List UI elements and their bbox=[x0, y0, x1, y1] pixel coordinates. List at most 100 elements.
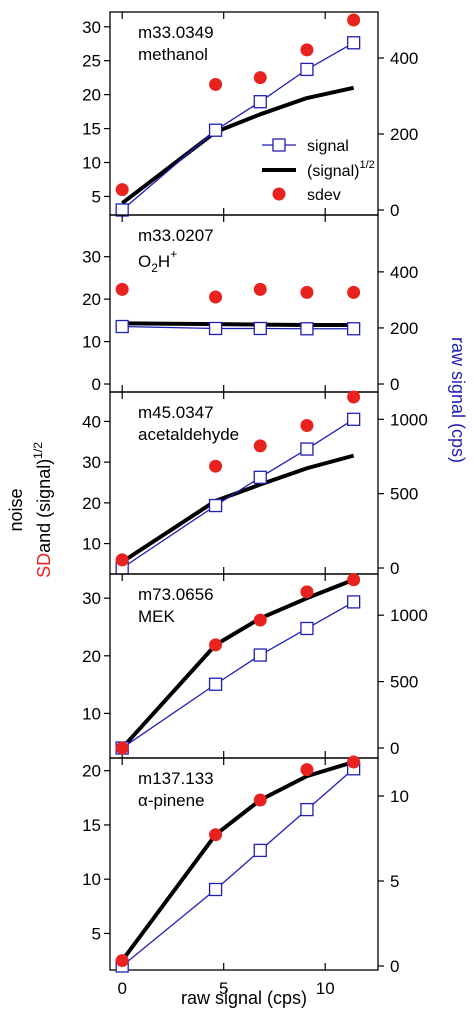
sdev-point bbox=[209, 459, 223, 473]
left-tick-label: 25 bbox=[82, 52, 101, 71]
left-tick-label: 15 bbox=[82, 120, 101, 139]
left-tick-label: 10 bbox=[82, 333, 101, 352]
panel-4: 10 20 30 0 500 1000 m73.0656 MEK bbox=[82, 573, 428, 759]
legend-signal-label: signal bbox=[307, 138, 349, 155]
signal-marker bbox=[346, 322, 361, 336]
left-tick-label: 40 bbox=[82, 412, 101, 431]
panel-compound-id: m45.0347 bbox=[138, 403, 214, 422]
right-tick-label: 500 bbox=[390, 673, 418, 692]
left-axis-label-sd-red: SD bbox=[34, 553, 54, 578]
signal-marker bbox=[300, 802, 314, 817]
formula-part: H bbox=[158, 252, 170, 271]
signal-marker bbox=[208, 321, 223, 336]
left-axis-label-noise: noise bbox=[6, 488, 26, 531]
series-sqrt-line bbox=[122, 321, 354, 328]
signal-marker bbox=[253, 470, 267, 484]
signal-marker bbox=[208, 123, 223, 137]
sdev-point bbox=[115, 282, 129, 296]
sdev-point bbox=[300, 285, 314, 299]
signal-marker bbox=[346, 412, 361, 426]
signal-marker bbox=[208, 677, 223, 691]
formula-part: O bbox=[138, 252, 151, 271]
panel-compound-name: MEK bbox=[138, 607, 176, 626]
sdev-point bbox=[115, 954, 129, 968]
series-sqrt-line bbox=[121, 453, 355, 564]
signal-marker bbox=[300, 62, 314, 77]
left-tick-label: 10 bbox=[82, 535, 101, 554]
right-tick-label: 0 bbox=[390, 957, 399, 976]
sdev-point bbox=[347, 390, 361, 404]
left-tick-label: 20 bbox=[82, 290, 101, 309]
signal-marker bbox=[253, 321, 267, 336]
left-tick-label: 20 bbox=[82, 762, 101, 781]
sdev-point bbox=[347, 13, 361, 27]
panel-compound-name: O2H+ bbox=[138, 247, 177, 275]
left-tick-label: 30 bbox=[82, 18, 101, 37]
legend-sdev-label: sdev bbox=[307, 187, 341, 204]
left-tick-label: 10 bbox=[82, 154, 101, 173]
right-tick-label: 1000 bbox=[390, 410, 428, 429]
panel-compound-id: m137.133 bbox=[138, 769, 214, 788]
legend-signal-marker bbox=[272, 138, 286, 152]
series-sqrt-line bbox=[120, 577, 355, 750]
left-axis-label-sd-sup: 1/2 bbox=[31, 442, 45, 459]
sdev-point bbox=[300, 43, 314, 57]
legend-sqrt-sup: 1/2 bbox=[359, 159, 374, 171]
panel-compound-name: α-pinene bbox=[138, 791, 205, 810]
left-tick-label: 5 bbox=[92, 924, 101, 943]
sdev-point bbox=[115, 741, 129, 755]
signal-marker bbox=[300, 442, 314, 456]
panel-2: 0 10 20 30 0 200 400 m33.0207 O2H+ bbox=[82, 214, 418, 394]
left-tick-label: 20 bbox=[82, 86, 101, 105]
left-tick-label: 20 bbox=[82, 647, 101, 666]
sdev-point bbox=[209, 638, 223, 652]
sdev-point bbox=[209, 828, 223, 842]
signal-marker bbox=[115, 203, 129, 217]
sdev-point bbox=[209, 290, 223, 304]
sdev-point bbox=[300, 585, 314, 599]
panel-compound-name: methanol bbox=[138, 45, 208, 64]
sdev-point bbox=[115, 553, 129, 567]
signal-marker bbox=[253, 95, 267, 109]
left-tick-label: 30 bbox=[82, 453, 101, 472]
panel-compound-id: m73.0656 bbox=[138, 585, 214, 604]
signal-marker bbox=[253, 648, 267, 662]
sdev-point bbox=[253, 613, 267, 627]
right-tick-label: 0 bbox=[390, 375, 399, 394]
signal-marker bbox=[346, 36, 361, 50]
panel-5: 5 10 15 20 0 5 10 m137.133 α-pinene 0 5 10 bbox=[82, 755, 409, 998]
right-tick-label: 200 bbox=[390, 319, 418, 338]
left-tick-label: 10 bbox=[82, 704, 101, 723]
right-tick-label: 5 bbox=[390, 872, 399, 891]
formula-sub: 2 bbox=[151, 261, 158, 275]
panels-group: 510152025300200400m33.0349methanolsignal… bbox=[82, 11, 428, 998]
left-tick-label: 0 bbox=[92, 375, 101, 394]
panel-compound-id: m33.0349 bbox=[138, 23, 214, 42]
legend-sdev-marker bbox=[272, 187, 286, 201]
sdev-point bbox=[347, 285, 361, 299]
x-tick-label: 10 bbox=[316, 979, 335, 998]
x-tick-label: 5 bbox=[219, 979, 228, 998]
sdev-point bbox=[300, 419, 314, 432]
left-tick-label: 20 bbox=[82, 494, 101, 513]
right-axis-label: raw signal (cps) bbox=[448, 337, 468, 463]
right-tick-label: 500 bbox=[390, 485, 418, 504]
panel-1: 5 10 15 20 25 30 0 200 400 m33.0349 methanol signal… bbox=[82, 11, 418, 220]
right-tick-label: 0 bbox=[390, 559, 399, 578]
legend-sqrt-label: (signal)1/2 bbox=[307, 159, 375, 180]
left-tick-label: 30 bbox=[82, 248, 101, 267]
panel-frame bbox=[109, 757, 379, 971]
signal-marker bbox=[253, 843, 267, 858]
right-tick-label: 0 bbox=[390, 201, 399, 220]
sdev-point bbox=[253, 439, 267, 453]
signal-marker bbox=[208, 882, 223, 897]
right-tick-label: 400 bbox=[390, 49, 418, 68]
sdev-point bbox=[300, 763, 314, 777]
legend-sqrt-text: (signal) bbox=[307, 163, 359, 180]
right-tick-label: 400 bbox=[390, 263, 418, 282]
sdev-point bbox=[253, 282, 267, 296]
left-tick-label: 30 bbox=[82, 589, 101, 608]
signal-marker bbox=[346, 595, 361, 609]
signal-marker bbox=[300, 621, 314, 636]
